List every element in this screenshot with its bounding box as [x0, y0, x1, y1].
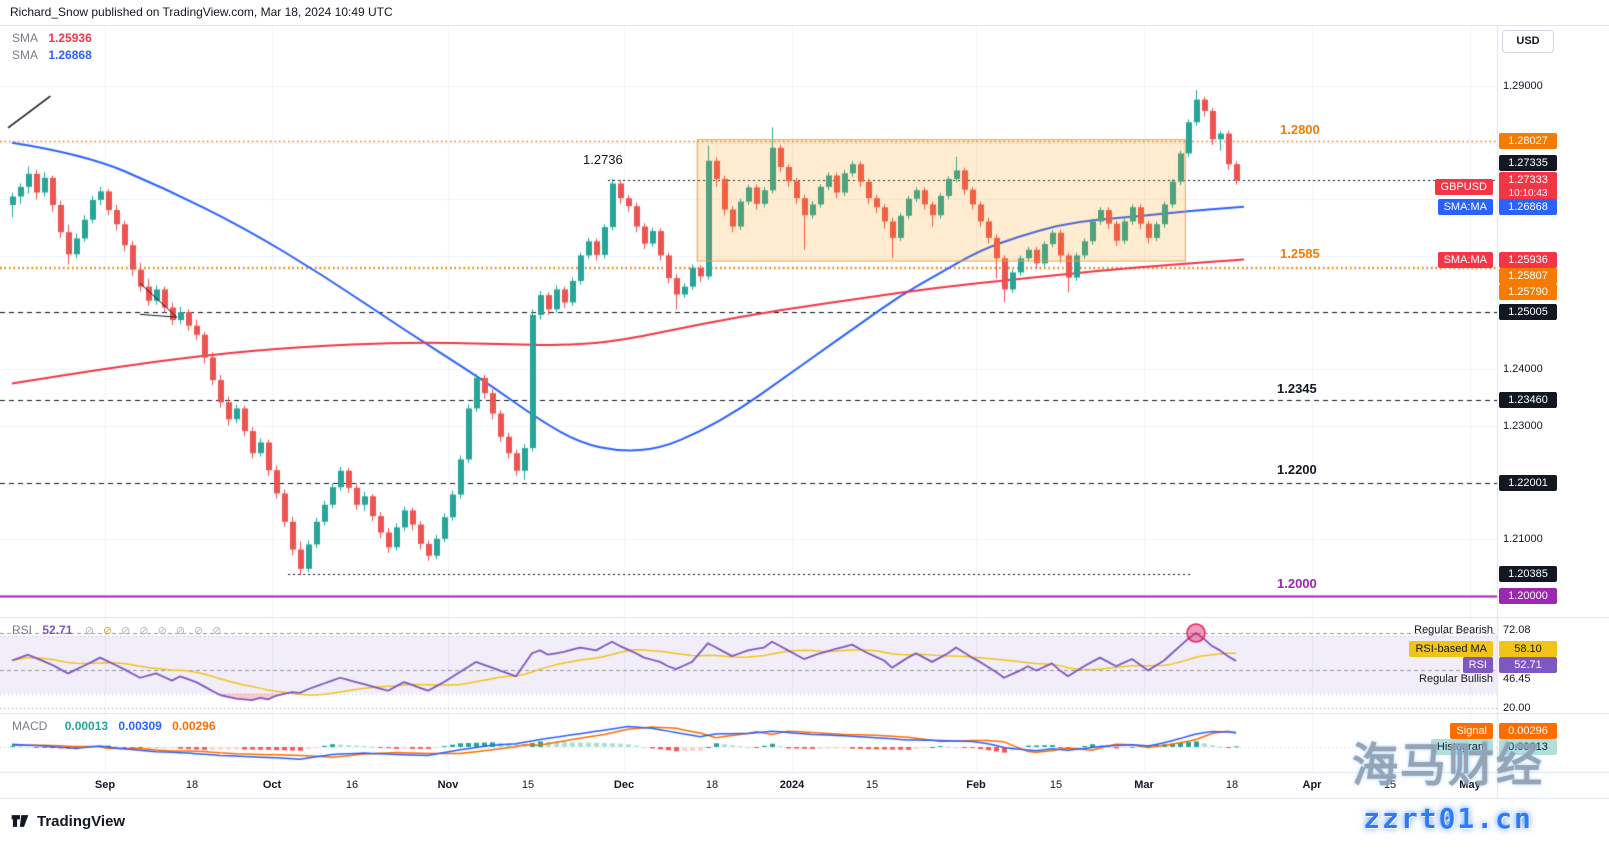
axis-value-badge: 1.23460	[1499, 392, 1557, 408]
sma-label: SMA	[12, 31, 39, 45]
time-scale[interactable]: Sep 18 Oct 16 Nov 15 Dec 18 2024 15 Feb 15 Mar 18 Apr 1…	[0, 772, 1497, 798]
rsi-value: 52.71	[42, 623, 73, 637]
axis-value-badge: 1.20385	[1499, 566, 1557, 582]
time-axis-label: 15	[1383, 779, 1397, 791]
time-axis-label: Dec	[613, 779, 635, 791]
time-axis-label: May	[1459, 779, 1481, 791]
axis-value-badge: 1.20000	[1499, 588, 1557, 604]
axis-value-label: 72.08	[1503, 624, 1531, 636]
divergence-marker-icon: ⊘	[157, 625, 167, 637]
divergence-marker-icon: ⊘	[121, 625, 131, 637]
time-axis-label: 15	[865, 779, 879, 791]
axis-value-label: 1.24000	[1503, 363, 1543, 375]
time-axis-label: 2024	[779, 779, 805, 791]
sma-blue-value: 1.26868	[48, 48, 92, 62]
time-axis-label: Nov	[437, 779, 459, 791]
macd-signal-value: 0.00296	[172, 719, 216, 733]
price-scale[interactable]: 1.29000 1.28027 1.27335 1.27333 10:10:43 1.26…	[1497, 26, 1609, 798]
watermark-url-text: zzrt01.cn	[1363, 802, 1533, 835]
divergence-marker-icon: ⊘	[139, 625, 149, 637]
axis-value-badge: 58.10	[1499, 641, 1557, 657]
rsi-divergence-markers: ⊘ ⊘ ⊘ ⊘ ⊘ ⊘ ⊘ ⊘	[76, 623, 222, 637]
indicator-legend-price: SMA 1.25936 SMA 1.26868	[12, 31, 92, 65]
macd-histogram-value: 0.00013	[64, 719, 109, 733]
macd-label: MACD	[12, 719, 48, 733]
time-axis-label: 15	[1049, 779, 1063, 791]
axis-value-badge: 1.27333 10:10:43	[1499, 172, 1557, 201]
rsi-label: RSI	[12, 623, 33, 637]
rsi-legend-row[interactable]: RSI 52.71 ⊘ ⊘ ⊘ ⊘ ⊘ ⊘ ⊘ ⊘	[12, 623, 221, 637]
time-axis-label: Sep	[94, 779, 116, 791]
axis-value-badge: 1.25790	[1499, 284, 1557, 300]
axis-value-badge: 52.71	[1499, 657, 1557, 673]
axis-value-badge: 1.25936	[1499, 252, 1557, 268]
publish-header: Richard_Snow published on TradingView.co…	[0, 0, 1609, 26]
time-axis-label: 18	[185, 779, 199, 791]
macd-line-value: 0.00309	[118, 719, 162, 733]
time-axis-label: 18	[1225, 779, 1239, 791]
time-axis-label: 15	[521, 779, 535, 791]
sma-red-legend-row[interactable]: SMA 1.25936	[12, 31, 92, 48]
axis-value-label: 20.00	[1503, 702, 1531, 714]
sma-blue-legend-row[interactable]: SMA 1.26868	[12, 48, 92, 65]
axis-value-badge: 1.28027	[1499, 133, 1557, 149]
site-watermark: 海马财经 zzrt01.cn	[1328, 742, 1568, 835]
tradingview-logo-icon[interactable]	[10, 811, 30, 831]
axis-value-badge: 1.25807	[1499, 268, 1557, 284]
currency-usd-button[interactable]: USD	[1502, 30, 1554, 53]
divergence-marker-icon: ⊘	[194, 625, 204, 637]
axis-value-label: 1.23000	[1503, 420, 1543, 432]
axis-value-label: 1.29000	[1503, 80, 1543, 92]
axis-value-badge: 1.25005	[1499, 304, 1557, 320]
macd-legend-row[interactable]: MACD 0.00013 0.00309 0.00296	[12, 719, 216, 733]
time-axis-label: Feb	[966, 779, 986, 791]
time-axis-label: 18	[705, 779, 719, 791]
time-axis-label: Apr	[1302, 779, 1322, 791]
axis-value-badge: 0.00296	[1499, 723, 1557, 739]
divergence-marker-icon: ⊘	[212, 625, 222, 637]
tradingview-brand-text[interactable]: TradingView	[37, 812, 126, 830]
axis-value-badge: 1.22001	[1499, 475, 1557, 491]
axis-value-badge: 1.26868	[1499, 199, 1557, 215]
axis-value-badge: 0.00013	[1499, 739, 1557, 755]
time-axis-label: Oct	[262, 779, 282, 791]
footer-bar: TradingView	[10, 808, 125, 834]
sma-red-value: 1.25936	[48, 31, 92, 45]
sma-label: SMA	[12, 48, 39, 62]
divergence-marker-icon: ⊘	[102, 625, 113, 637]
time-axis-label: 16	[345, 779, 359, 791]
axis-value-label: 1.21000	[1503, 533, 1543, 545]
axis-value-badge: 1.27335	[1499, 155, 1557, 171]
axis-value-label: 46.45	[1503, 673, 1531, 685]
divergence-marker-icon: ⊘	[84, 625, 94, 637]
watermark-cjk-text: 海马财经	[1352, 739, 1544, 791]
divergence-marker-icon: ⊘	[175, 625, 186, 637]
publish-byline: Richard_Snow published on TradingView.co…	[10, 5, 393, 19]
time-axis-label: Mar	[1134, 779, 1154, 791]
